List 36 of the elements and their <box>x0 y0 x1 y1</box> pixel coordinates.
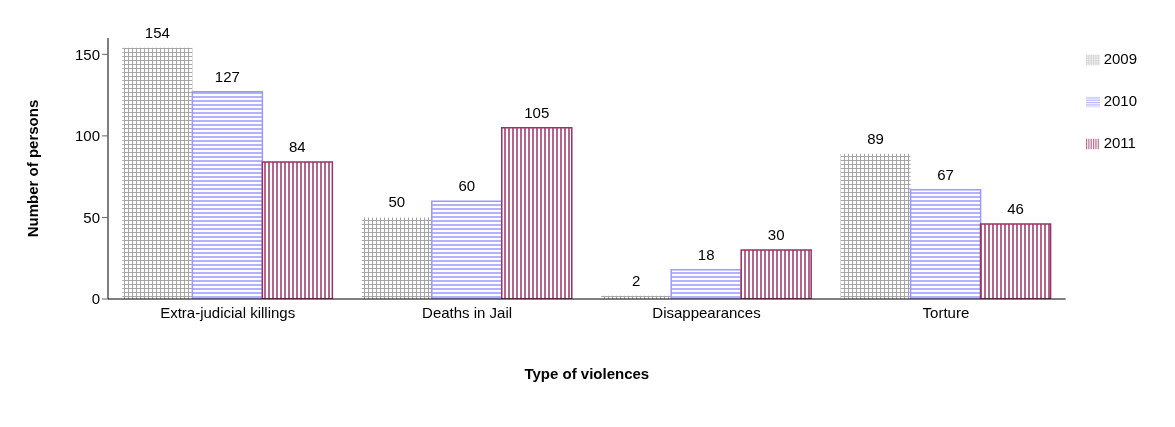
bar <box>501 126 573 299</box>
x-tick-label: Torture <box>922 303 970 321</box>
x-tick-label: Extra-judicial killings <box>160 303 296 321</box>
y-tick-label: 0 <box>91 290 100 308</box>
data-label: 154 <box>144 23 170 41</box>
bar <box>122 47 193 299</box>
data-label: 46 <box>1007 199 1024 217</box>
x-tick-label: Disappearances <box>652 303 761 321</box>
y-tick-label: 100 <box>74 127 100 145</box>
data-label: 50 <box>388 193 406 211</box>
y-tick-label: 150 <box>74 45 100 63</box>
bar <box>361 217 432 299</box>
data-label: 89 <box>867 129 884 147</box>
data-label: 84 <box>289 137 306 155</box>
bar <box>840 153 911 299</box>
bar <box>670 268 742 299</box>
legend-label: 2009 <box>1103 50 1137 67</box>
data-label: 18 <box>697 245 715 263</box>
y-axis-title: Number of persons <box>24 99 42 238</box>
legend-label: 2010 <box>1103 92 1137 109</box>
x-tick-label: Deaths in Jail <box>422 303 513 321</box>
data-label: 105 <box>524 103 550 121</box>
bar <box>191 91 264 299</box>
data-label: 67 <box>937 165 954 183</box>
bar <box>740 249 812 299</box>
data-label: 127 <box>214 67 240 85</box>
bar <box>261 161 334 299</box>
x-axis-title: Type of violences <box>524 365 650 382</box>
bar <box>909 188 982 299</box>
legend-label: 2011 <box>1103 134 1136 151</box>
data-label: 60 <box>458 177 476 195</box>
bar <box>431 200 503 299</box>
data-label: 30 <box>767 226 785 244</box>
bar <box>979 223 1052 299</box>
y-tick-label: 50 <box>83 208 100 226</box>
data-label: 2 <box>632 271 641 289</box>
